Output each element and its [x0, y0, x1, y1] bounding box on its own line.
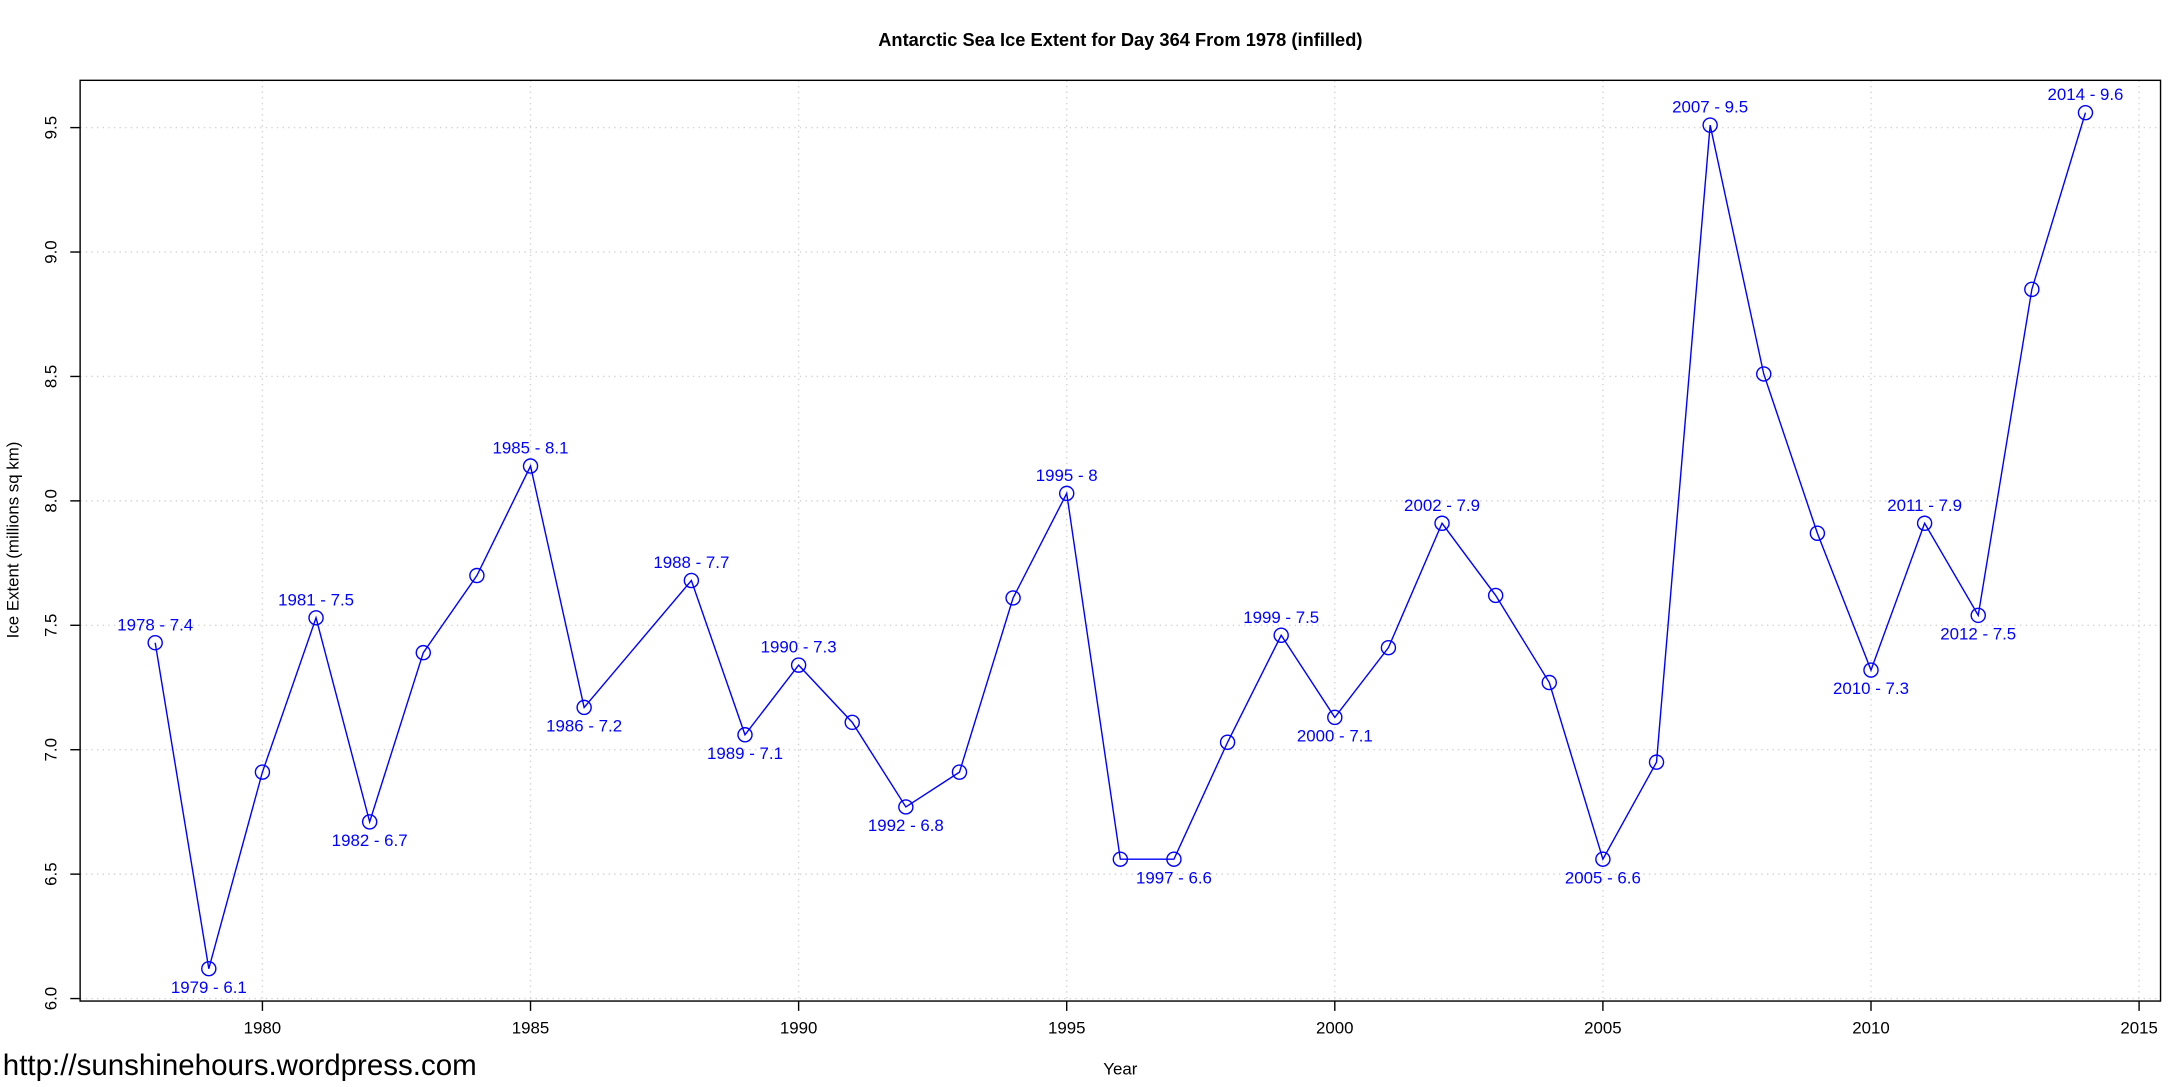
data-point	[415, 644, 432, 661]
data-label: 2010 - 7.3	[1833, 679, 1909, 698]
data-label: 1981 - 7.5	[278, 590, 354, 609]
data-point	[1809, 525, 1826, 541]
data-point	[1380, 639, 1397, 656]
data-point	[790, 657, 807, 673]
data-point	[1595, 851, 1611, 867]
data-label: 2000 - 7.1	[1297, 727, 1373, 746]
data-point	[1166, 851, 1182, 867]
x-tick-label: 1985	[512, 1019, 550, 1038]
watermark: http://sunshinehours.wordpress.com	[3, 1049, 477, 1082]
data-label: 1990 - 7.3	[761, 638, 837, 657]
data-label: 2011 - 7.9	[1887, 496, 1962, 515]
data-point	[1273, 627, 1289, 643]
data-point	[1702, 117, 1718, 133]
data-point	[1916, 515, 1933, 532]
data-point	[1970, 607, 1986, 624]
x-tick-label: 2010	[1852, 1019, 1890, 1038]
data-point	[2077, 104, 2094, 121]
data-point	[1219, 734, 1236, 750]
data-label: 1978 - 7.4	[117, 615, 193, 634]
data-point	[1541, 674, 1558, 691]
data-label: 2012 - 7.5	[1940, 624, 2016, 643]
data-point	[1327, 709, 1343, 726]
x-tick-label: 2015	[2120, 1019, 2158, 1038]
data-label: 1988 - 7.7	[653, 553, 729, 572]
data-point	[683, 572, 700, 589]
data-point	[1434, 515, 1450, 532]
data-label: 1982 - 6.7	[332, 831, 408, 850]
data-point	[308, 610, 324, 626]
data-label: 2002 - 7.9	[1404, 496, 1480, 515]
data-point	[1648, 754, 1665, 770]
data-label: 1989 - 7.1	[707, 744, 783, 763]
x-tick-label: 2005	[1584, 1019, 1622, 1038]
data-point	[2024, 281, 2040, 298]
data-point	[469, 567, 485, 584]
data-label: 1992 - 6.8	[868, 816, 944, 835]
data-point	[147, 634, 163, 651]
x-tick-label: 1980	[244, 1019, 282, 1038]
data-point	[1058, 485, 1075, 502]
data-label: 1986 - 7.2	[546, 717, 622, 736]
x-tick-label: 1990	[780, 1019, 818, 1038]
data-point	[576, 699, 592, 716]
data-label: 1995 - 8	[1036, 466, 1098, 485]
x-tick-label: 2000	[1316, 1019, 1354, 1038]
x-axis-label: Year	[1103, 1059, 1137, 1078]
y-tick-label: 8.5	[41, 365, 60, 388]
chart-title: Antarctic Sea Ice Extent for Day 364 Fro…	[878, 29, 1362, 50]
data-label: 1985 - 8.1	[493, 439, 569, 458]
data-label: 1979 - 6.1	[171, 978, 247, 997]
data-label: 2005 - 6.6	[1565, 868, 1641, 887]
x-tick-label: 1995	[1048, 1019, 1086, 1038]
y-tick-label: 7.0	[41, 738, 60, 761]
data-point	[201, 960, 217, 977]
data-point	[254, 764, 271, 780]
data-label: 2014 - 9.6	[2048, 85, 2124, 104]
data-label: 1997 - 6.6	[1136, 868, 1212, 887]
y-tick-label: 7.5	[41, 614, 60, 637]
data-point	[1863, 662, 1879, 678]
data-label: 1999 - 7.5	[1243, 608, 1319, 627]
data-point	[1112, 851, 1129, 867]
y-tick-label: 6.5	[41, 862, 60, 885]
data-point	[844, 714, 860, 731]
data-point	[1005, 590, 1021, 606]
y-tick-label: 6.0	[41, 987, 60, 1010]
y-tick-label: 9.5	[41, 116, 60, 139]
data-point	[951, 764, 968, 780]
y-axis-label: Ice Extent (millions sq km)	[4, 442, 23, 639]
data-point	[1487, 587, 1504, 604]
y-tick-label: 8.0	[41, 489, 60, 512]
y-tick-label: 9.0	[41, 240, 60, 263]
data-label: 2007 - 9.5	[1672, 98, 1748, 117]
data-point	[898, 799, 914, 815]
plot-frame	[79, 79, 2162, 1002]
data-line	[154, 112, 2087, 969]
data-point	[522, 458, 539, 474]
data-point	[361, 814, 378, 830]
data-point	[737, 727, 753, 743]
data-point	[1756, 366, 1772, 382]
